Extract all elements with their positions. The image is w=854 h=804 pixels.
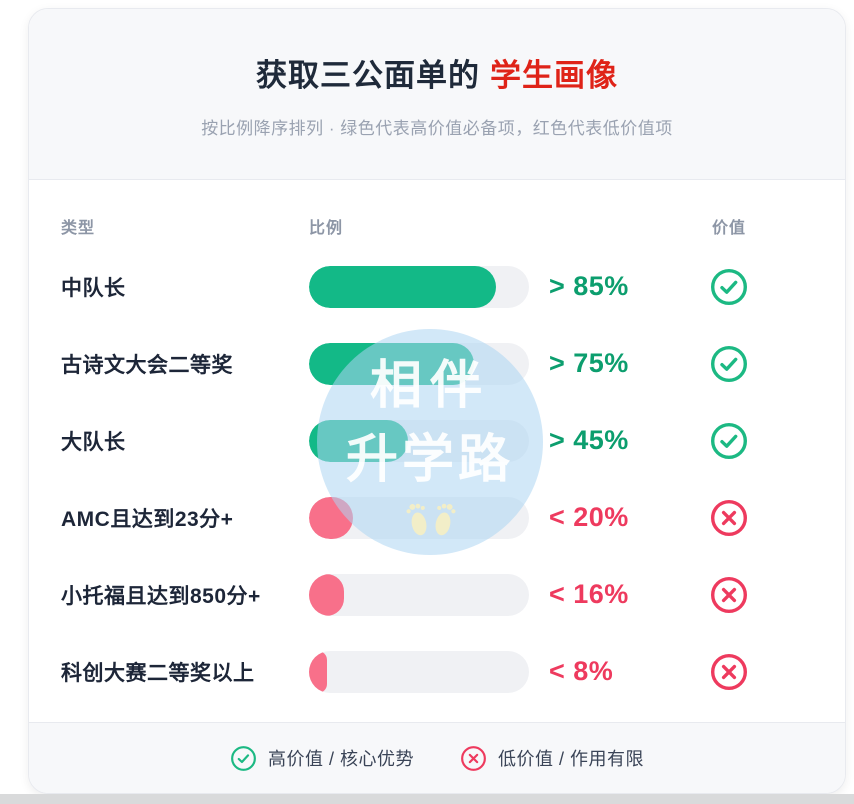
row-label: 小托福且达到850分+ [61,584,261,608]
bar-fill [309,573,345,616]
bar-track [309,496,529,539]
row-label: 古诗文大会二等奖 [61,353,233,377]
legend-label-low: 低价值 / 作用有限 [498,749,645,769]
table-row: 小托福且达到850分+ < 16% [61,556,749,633]
row-label: 大队长 [61,430,126,454]
percent-label: < 16% [549,579,629,609]
percent-label: > 45% [549,425,629,455]
percent-label: > 85% [549,271,629,301]
check-circle-icon [231,745,256,771]
page-title: 获取三公面单的 学生画像 [256,50,618,95]
table-row: 中队长 > 85% [61,248,749,325]
column-header-value: 价值 [711,220,746,237]
table-header-row: 类型 比例 价值 [61,204,749,248]
check-circle-icon [711,345,747,382]
legend-label-high: 高价值 / 核心优势 [267,749,414,769]
bar-fill [309,419,408,462]
card-footer: 高价值 / 核心优势 低价值 / 作用有限 [29,722,845,793]
percent-label: > 75% [549,348,629,378]
percent-label: < 20% [549,502,629,532]
page-bottom-strip [0,794,854,804]
bar-fill [309,342,474,385]
bar-fill [309,650,327,693]
table-row: AMC且达到23分+ < 20% [61,479,749,556]
check-circle-icon [711,422,747,459]
bar-fill [309,265,496,308]
row-label: AMC且达到23分+ [61,507,234,531]
bar-track [309,650,529,693]
card-header: 获取三公面单的 学生画像 按比例降序排列 · 绿色代表高价值必备项，红色代表低价值… [29,9,845,180]
page-title-main: 获取三公面单的 [256,57,480,93]
bar-track [309,419,529,462]
legend-item-low: 低价值 / 作用有限 [460,745,644,772]
row-label: 科创大赛二等奖以上 [61,661,255,685]
table-row: 科创大赛二等奖以上 < 8% [61,633,749,710]
x-circle-icon [461,745,486,771]
column-header-type: 类型 [61,220,96,237]
bar-track [309,342,529,385]
legend-item-high: 高价值 / 核心优势 [230,745,414,772]
column-header-ratio: 比例 [309,220,344,237]
check-circle-icon [711,268,747,305]
bar-track [309,265,529,308]
x-circle-icon [711,653,747,690]
bar-fill [309,496,353,539]
row-label: 中队长 [61,276,126,300]
page-subtitle: 按比例降序排列 · 绿色代表高价值必备项，红色代表低价值项 [201,118,673,138]
x-circle-icon [711,499,747,536]
table-row: 大队长 > 45% [61,402,749,479]
bar-table: 类型 比例 价值 中队长 > 85% [29,180,845,710]
bar-track [309,573,529,616]
percent-label: < 8% [549,656,614,686]
chart-body: 类型 比例 价值 中队长 > 85% [29,180,845,722]
infographic-card: 获取三公面单的 学生画像 按比例降序排列 · 绿色代表高价值必备项，红色代表低价值… [28,8,846,794]
x-circle-icon [711,576,747,613]
table-row: 古诗文大会二等奖 > 75% [61,325,749,402]
page-title-accent: 学生画像 [490,57,618,93]
